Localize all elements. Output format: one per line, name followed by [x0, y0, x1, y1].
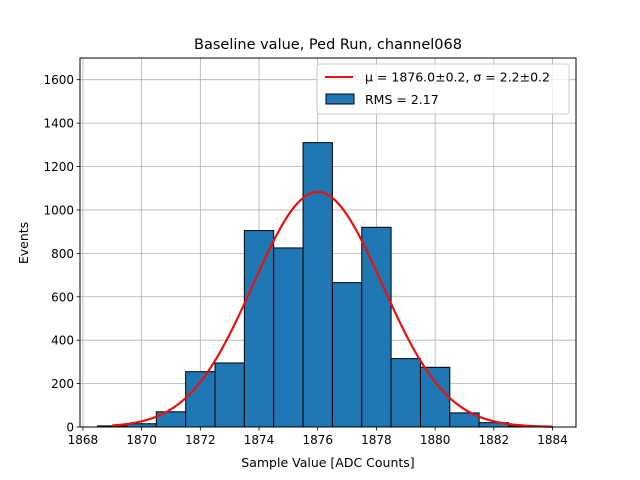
x-tick-label: 1870	[126, 433, 157, 447]
y-tick-label: 1400	[43, 117, 74, 131]
y-tick-label: 600	[51, 290, 74, 304]
histogram-bar	[243, 230, 275, 428]
fit-curve	[112, 190, 553, 428]
y-axis-label: Events	[16, 222, 31, 264]
histogram-bar	[419, 366, 451, 428]
histogram-bar	[361, 226, 392, 428]
x-tick-label: 1882	[479, 433, 510, 447]
legend: μ = 1876.0±0.2, σ = 2.2±0.2 RMS = 2.17	[316, 63, 570, 115]
gaussian-fit	[112, 190, 553, 428]
x-axis-label: Sample Value [ADC Counts]	[241, 455, 414, 470]
plot-frame	[79, 57, 577, 428]
x-tick-label: 1878	[361, 433, 392, 447]
histogram-bar	[390, 358, 421, 428]
histogram-bar	[302, 142, 333, 428]
y-tick-label: 400	[51, 334, 74, 348]
y-axis-ticks: 0 200 400 600 800 1000 1200 1400 1600	[43, 73, 80, 435]
legend-histogram-swatch	[325, 93, 355, 105]
y-tick-label: 200	[51, 377, 74, 391]
x-tick-label: 1876	[302, 433, 333, 447]
y-tick-label: 1000	[43, 203, 74, 217]
x-axis-ticks: 1868 1870 1872 1874 1876 1878 1880 1882 1884	[68, 427, 568, 447]
x-tick-label: 1880	[420, 433, 451, 447]
chart-title: Baseline value, Ped Run, channel068	[194, 37, 462, 53]
y-tick-label: 1200	[43, 160, 74, 174]
histogram-bar	[214, 362, 245, 428]
y-tick-label: 1600	[43, 73, 74, 87]
legend-histogram-label: RMS = 2.17	[365, 92, 439, 107]
histogram-bar	[331, 282, 363, 428]
x-tick-label: 1868	[68, 433, 99, 447]
legend-box	[316, 63, 570, 115]
histogram-bar	[273, 247, 304, 428]
x-tick-label: 1884	[537, 433, 568, 447]
legend-fit-label: μ = 1876.0±0.2, σ = 2.2±0.2	[365, 70, 550, 85]
histogram-bars	[97, 142, 539, 428]
x-tick-label: 1874	[244, 433, 275, 447]
histogram-bar	[185, 371, 216, 428]
y-tick-label: 0	[66, 421, 74, 435]
y-tick-label: 800	[51, 247, 74, 261]
x-tick-label: 1872	[185, 433, 216, 447]
